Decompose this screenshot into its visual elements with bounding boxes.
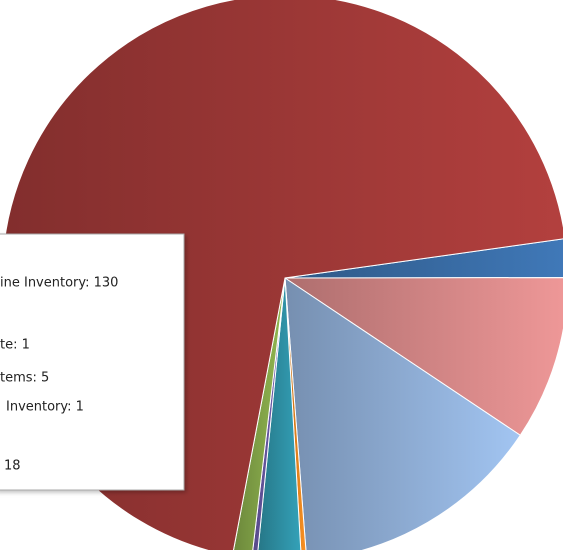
- tooltip: ine Inventory: 130 te: 1 tems: 5 Inventory:…: [0, 233, 185, 491]
- pie-slice: [283, 277, 563, 436]
- tooltip-line: 18: [4, 459, 21, 474]
- tooltip-box: [0, 233, 185, 491]
- tooltip-line: Inventory: 1: [6, 400, 84, 415]
- tooltip-line: ine Inventory: 130: [0, 276, 118, 291]
- tooltip-line: te: 1: [0, 338, 30, 353]
- pie-slice: [284, 277, 307, 550]
- pie-slice: [257, 277, 302, 550]
- pie-slice: [284, 277, 521, 550]
- tooltip-line: tems: 5: [0, 371, 49, 386]
